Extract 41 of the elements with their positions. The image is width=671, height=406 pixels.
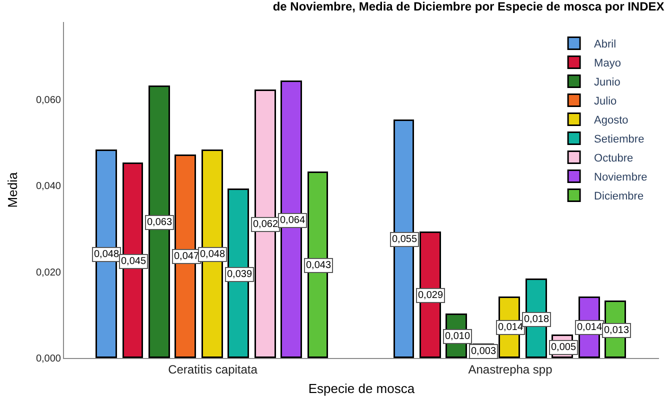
data-label: 0,003 [471,346,496,357]
data-label: 0,045 [121,256,146,267]
legend-label: Diciembre [594,190,644,203]
data-label: 0,010 [445,331,470,342]
data-label: 0,005 [551,342,576,353]
data-label: 0,039 [227,269,252,280]
y-axis-title: Media [4,172,20,208]
bar [96,150,117,358]
data-label: 0,047 [174,251,200,262]
data-label: 0,063 [147,217,172,228]
legend-label: Mayo [594,58,621,70]
bar [254,90,276,358]
y-tick-label: 0,020 [36,267,62,278]
chart-title: de Noviembre, Media de Diciembre por Especie de mosca por INDEX [272,0,664,14]
legend-label: Junio [594,76,620,89]
data-label: 0,014 [498,322,524,333]
data-label: 0,048 [200,249,226,260]
data-label: 0,048 [94,249,120,260]
legend-label: Noviembre [594,172,648,184]
bar [202,150,223,358]
legend-label: Agosto [594,114,628,127]
legend-label: Abril [594,38,616,51]
y-tick-label: 0,040 [36,181,62,192]
data-label: 0,043 [306,260,332,271]
data-label: 0,013 [604,325,630,336]
legend-label: Setiembre [594,134,644,146]
data-label: 0,055 [392,234,418,245]
data-label: 0,062 [253,219,278,230]
data-label: 0,018 [524,314,550,325]
y-tick-label: 0,000 [36,354,62,364]
bar [174,154,196,358]
bar [148,86,170,358]
data-label: 0,014 [577,322,602,333]
x-axis-title: Especie de mosca [308,381,416,396]
y-tick-label: 0,060 [36,95,62,106]
x-tick-label: Anastrepha spp [468,362,553,376]
data-label: 0,064 [280,215,306,226]
legend-label: Julio [594,96,617,108]
data-label: 0,029 [418,290,444,301]
x-tick-label: Ceratitis capitata [168,362,258,376]
legend-label: Octubre [594,152,634,165]
